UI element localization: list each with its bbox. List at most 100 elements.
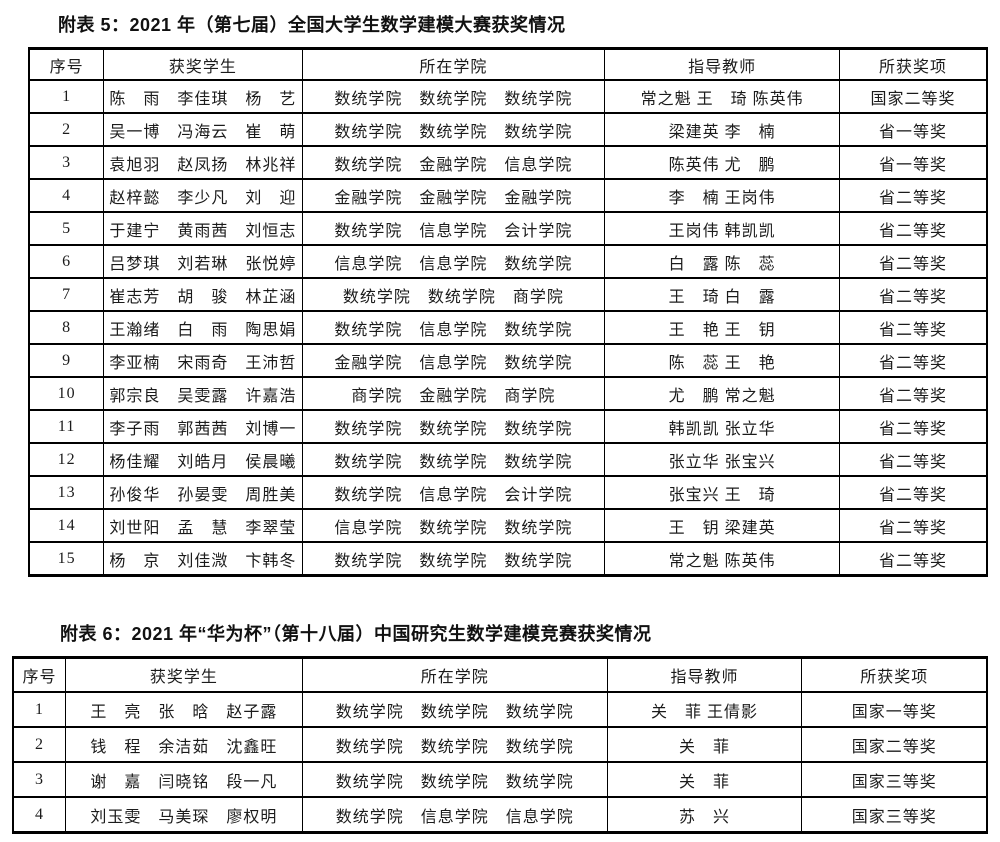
header-row: 序号 获奖学生 所在学院 指导教师 所获奖项: [28, 47, 988, 81]
students-cell: 谢 嘉 闫晓铭 段一凡: [65, 761, 303, 798]
award-cell: 省二等奖: [838, 376, 988, 411]
teachers-cell: 梁建英 李 楠: [604, 112, 840, 147]
teachers-cell: 韩凯凯 张立华: [604, 409, 840, 444]
teachers-cell: 常之魁 王 琦 陈英伟: [604, 79, 840, 114]
serial-cell: 13: [28, 475, 105, 510]
serial-cell: 4: [28, 178, 105, 213]
award-cell: 省二等奖: [838, 343, 988, 378]
teachers-cell: 苏 兴: [606, 796, 803, 834]
table-row: 14 刘世阳 孟 慧 李翠莹 信息学院 数统学院 数统学院王 钥 梁建英 省二等奖: [28, 508, 988, 543]
college-cell: 数统学院 数统学院 数统学院: [301, 79, 606, 114]
college-cell: 数统学院 数统学院 数统学院: [301, 541, 606, 577]
teachers-cell: 王 钥 梁建英: [604, 508, 840, 543]
table-row: 2 吴一博 冯海云 崔 萌数统学院 数统学院 数统学院 梁建英 李 楠省一等奖: [28, 112, 988, 147]
college-cell: 数统学院 信息学院 会计学院: [301, 211, 606, 246]
serial-cell: 2: [12, 726, 67, 763]
table5-section: 附表 5：2021 年（第七届）全国大学生数学建模大赛获奖情况 序号 获奖学生 所在…: [0, 12, 1000, 577]
serial-cell: 4: [12, 796, 67, 834]
teachers-cell: 陈英伟 尤 鹏: [604, 145, 840, 180]
teachers-cell: 关 菲: [606, 761, 803, 798]
students-cell: 钱 程 余洁茹 沈鑫旺: [65, 726, 303, 763]
table-row: 5 于建宁 黄雨茜 刘恒志 数统学院 信息学院 会计学院 王岗伟 韩凯凯 省二等奖: [28, 211, 988, 246]
table-row: 13 孙俊华 孙晏雯 周胜美 数统学院 信息学院 会计学院 张宝兴 王 琦省二等奖: [28, 475, 988, 510]
column-header: 获奖学生: [65, 656, 303, 693]
award-cell: 省二等奖: [838, 475, 988, 510]
serial-cell: 12: [28, 442, 105, 477]
students-cell: 陈 雨 李佳琪 杨 艺: [103, 79, 303, 114]
table-header: 序号 获奖学生 所在学院 指导教师 所获奖项: [12, 656, 988, 693]
college-cell: 数统学院 数统学院 数统学院: [301, 691, 608, 728]
award-cell: 省一等奖: [838, 112, 988, 147]
teachers-cell: 常之魁 陈英伟: [604, 541, 840, 577]
award-cell: 国家一等奖: [801, 691, 988, 728]
college-cell: 数统学院 信息学院 信息学院: [301, 796, 608, 834]
college-cell: 数统学院 数统学院 数统学院: [301, 112, 606, 147]
column-header: 获奖学生: [103, 47, 303, 81]
teachers-cell: 尤 鹏 常之魁: [604, 376, 840, 411]
column-header: 所在学院: [301, 47, 606, 81]
award-cell: 省二等奖: [838, 211, 988, 246]
college-cell: 数统学院 数统学院 数统学院: [301, 761, 608, 798]
college-cell: 信息学院 数统学院 数统学院: [301, 508, 606, 543]
serial-cell: 1: [28, 79, 105, 114]
serial-cell: 10: [28, 376, 105, 411]
serial-cell: 3: [28, 145, 105, 180]
serial-cell: 15: [28, 541, 105, 577]
table-row: 12 杨佳耀 刘皓月 侯晨曦 数统学院 数统学院 数统学院 张立华 张宝兴 省二等奖: [28, 442, 988, 477]
column-header: 序号: [12, 656, 67, 693]
table-row: 11 李子雨 郭茜茜 刘博一 数统学院 数统学院 数统学院 韩凯凯 张立华 省二等奖: [28, 409, 988, 444]
award-cell: 省二等奖: [838, 541, 988, 577]
students-cell: 杨 京 刘佳溦 卞韩冬: [103, 541, 303, 577]
award-cell: 国家三等奖: [801, 796, 988, 834]
college-cell: 数统学院 数统学院 数统学院: [301, 409, 606, 444]
award-cell: 省一等奖: [838, 145, 988, 180]
students-cell: 袁旭羽 赵凤扬 林兆祥: [103, 145, 303, 180]
students-cell: 孙俊华 孙晏雯 周胜美: [103, 475, 303, 510]
serial-cell: 6: [28, 244, 105, 279]
serial-cell: 9: [28, 343, 105, 378]
table-header: 序号 获奖学生 所在学院 指导教师 所获奖项: [28, 47, 988, 81]
serial-cell: 14: [28, 508, 105, 543]
teachers-cell: 王 艳 王 钥: [604, 310, 840, 345]
college-cell: 数统学院 数统学院 数统学院: [301, 442, 606, 477]
teachers-cell: 陈 蕊 王 艳: [604, 343, 840, 378]
teachers-cell: 王 琦 白 露: [604, 277, 840, 312]
students-cell: 王 亮 张 晗 赵子露: [65, 691, 303, 728]
teachers-cell: 白 露 陈 蕊: [604, 244, 840, 279]
column-header: 所在学院: [301, 656, 608, 693]
table-row: 4 赵梓懿 李少凡 刘 迎金融学院 金融学院 金融学院李 楠 王岗伟 省二等奖: [28, 178, 988, 213]
students-cell: 郭宗良 吴雯露 许嘉浩: [103, 376, 303, 411]
table-row: 8 王瀚绪 白 雨 陶思娟 数统学院 信息学院 数统学院王 艳 王 钥省二等奖: [28, 310, 988, 345]
award-cell: 省二等奖: [838, 409, 988, 444]
table6-section: 附表 6：2021 年“华为杯”（第十八届）中国研究生数学建模竞赛获奖情况 序号…: [0, 621, 1000, 834]
serial-cell: 7: [28, 277, 105, 312]
teachers-cell: 张立华 张宝兴: [604, 442, 840, 477]
header-row: 序号 获奖学生 所在学院 指导教师 所获奖项: [12, 656, 988, 693]
teachers-cell: 李 楠 王岗伟: [604, 178, 840, 213]
award-cell: 省二等奖: [838, 508, 988, 543]
serial-cell: 5: [28, 211, 105, 246]
column-header: 指导教师: [606, 656, 803, 693]
serial-cell: 3: [12, 761, 67, 798]
award-cell: 省二等奖: [838, 244, 988, 279]
serial-cell: 8: [28, 310, 105, 345]
column-header: 指导教师: [604, 47, 840, 81]
table-row: 6 吕梦琪 刘若琳 张悦婷 信息学院 信息学院 数统学院白 露 陈 蕊省二等奖: [28, 244, 988, 279]
college-cell: 数统学院 信息学院 数统学院: [301, 310, 606, 345]
table6-title: 附表 6：2021 年“华为杯”（第十八届）中国研究生数学建模竞赛获奖情况: [60, 624, 652, 644]
college-cell: 数统学院 数统学院 数统学院: [301, 726, 608, 763]
award-cell: 国家二等奖: [838, 79, 988, 114]
students-cell: 赵梓懿 李少凡 刘 迎: [103, 178, 303, 213]
award-cell: 省二等奖: [838, 277, 988, 312]
college-cell: 数统学院 金融学院 信息学院: [301, 145, 606, 180]
students-cell: 王瀚绪 白 雨 陶思娟: [103, 310, 303, 345]
award-cell: 国家三等奖: [801, 761, 988, 798]
serial-cell: 2: [28, 112, 105, 147]
students-cell: 李子雨 郭茜茜 刘博一: [103, 409, 303, 444]
